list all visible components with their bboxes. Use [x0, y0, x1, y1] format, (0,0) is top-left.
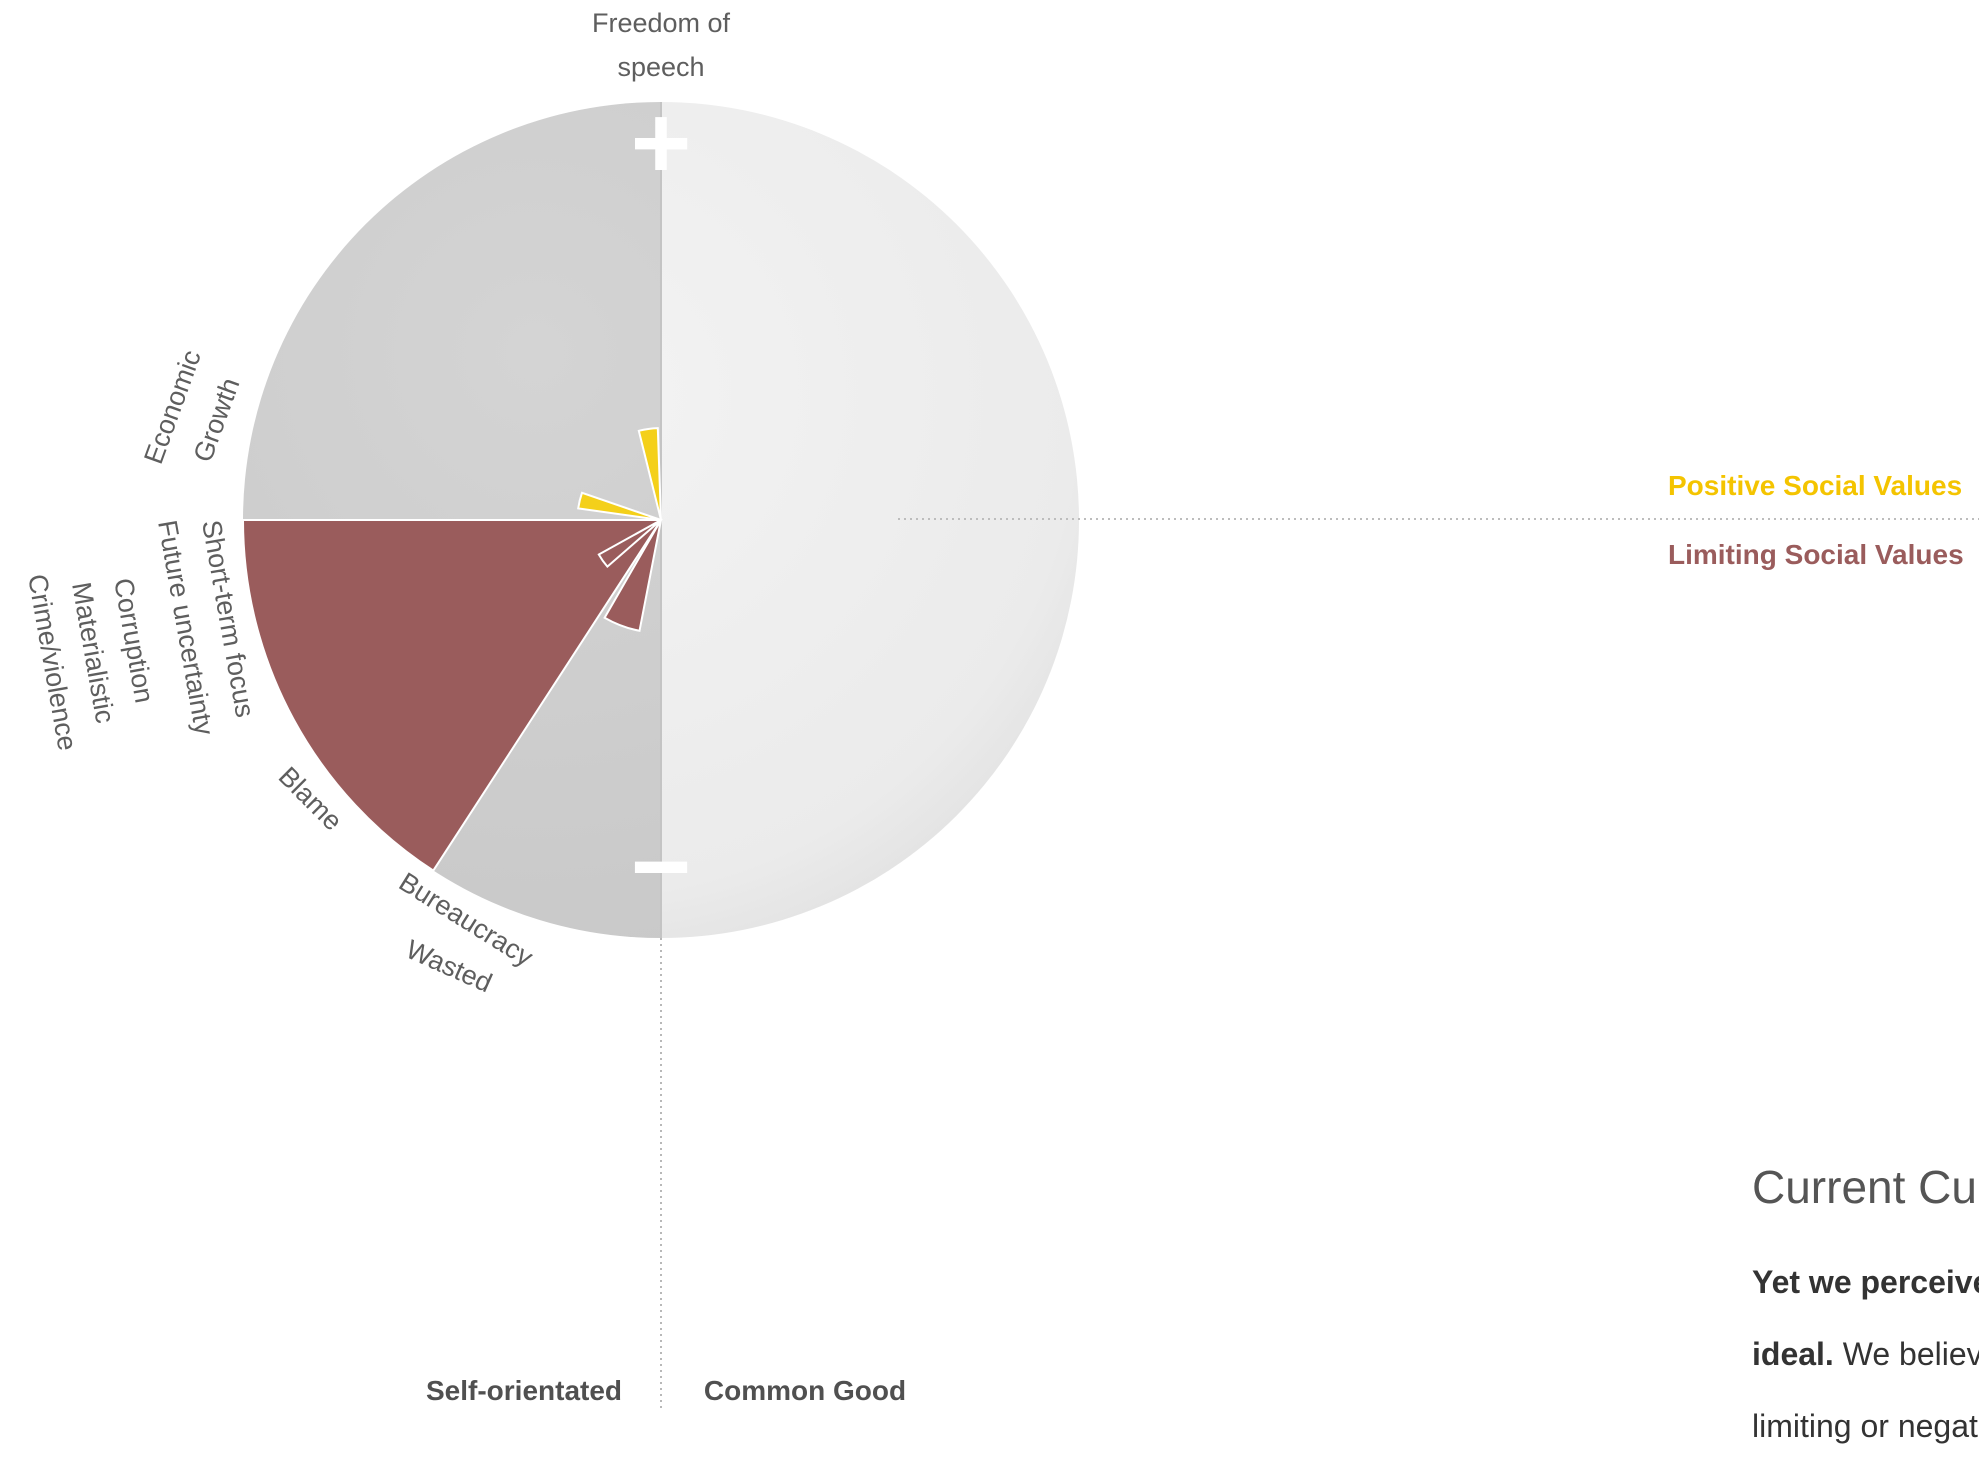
section-title: Current Cultu [1752, 1161, 1979, 1213]
minus-icon: − [631, 809, 692, 925]
limiting-wedge-1 [241, 519, 663, 872]
plus-icon: + [631, 85, 692, 201]
description-paragraph: Yet we perceive ideal. We believe limiti… [1752, 1246, 1979, 1462]
limiting-wedge-2 [597, 519, 662, 569]
legend-positive-social-values: Positive Social Values [1668, 470, 1962, 501]
chart-wedges [241, 427, 663, 872]
positive-wedge-2 [577, 491, 662, 521]
description-line-2: ideal. We believe [1752, 1336, 1979, 1372]
bottom-left-label: Self-orientated [426, 1375, 622, 1406]
category-label-growth: Growth [188, 374, 246, 466]
description-line-1: Yet we perceive [1752, 1264, 1979, 1300]
positive-wedge-1 [637, 427, 662, 521]
radial-values-chart: + − Freedom of speech Economic Growth Sh… [22, 8, 1979, 1412]
description-line-3: limiting or negativ [1752, 1408, 1979, 1444]
axis-top-label-line-1: Freedom of [592, 8, 731, 38]
chart-right-half [661, 102, 1079, 938]
axis-top-label-line-2: speech [617, 52, 704, 82]
bottom-right-label: Common Good [704, 1375, 906, 1406]
category-label-corruption: Corruption [108, 576, 159, 705]
limiting-wedge-3 [603, 519, 662, 632]
legend-limiting-social-values: Limiting Social Values [1668, 539, 1964, 570]
